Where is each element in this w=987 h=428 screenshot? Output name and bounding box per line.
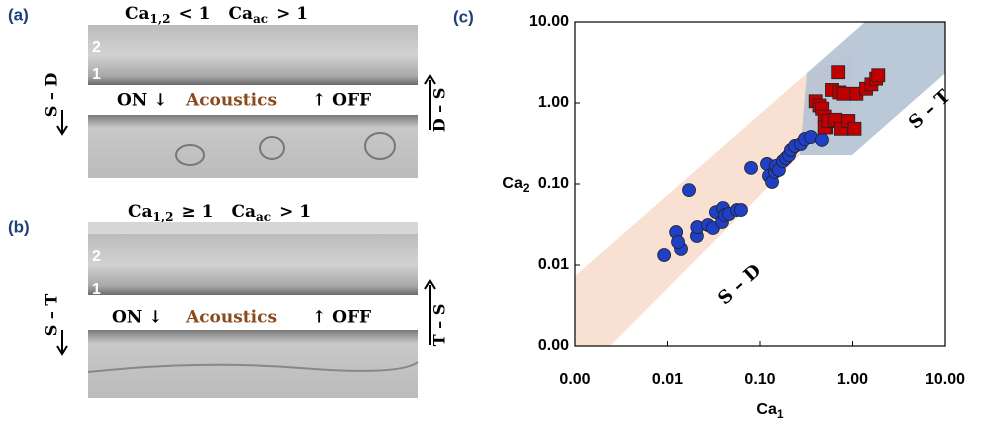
y-tick-label: 10.00: [529, 13, 569, 30]
point: [657, 248, 672, 262]
y-tick-label: 1.00: [538, 94, 569, 111]
photo: [88, 115, 418, 178]
off-label: ↑ OFF: [312, 308, 371, 328]
photo: [88, 222, 418, 234]
label-text: Ca: [756, 401, 777, 418]
panel-label: (a): [8, 5, 29, 24]
point: [836, 86, 851, 101]
x-tick-label: 1.00: [837, 371, 868, 388]
on-label: ON ↓: [112, 308, 163, 328]
point: [815, 133, 829, 147]
side-label: D – S: [430, 88, 449, 133]
droplet: [364, 132, 396, 160]
cond-sub: 1,2: [150, 12, 171, 26]
side-label: S – T: [42, 294, 61, 337]
arrow-head: [56, 345, 68, 356]
cond-text: Ca: [228, 4, 253, 24]
y-tick-label: 0.01: [538, 256, 569, 273]
cond-rel: ≥ 1: [181, 202, 213, 222]
point: [734, 203, 748, 217]
cond-text: Ca: [231, 202, 256, 222]
point: [682, 183, 696, 198]
interface: [87, 361, 419, 373]
side-label: S – D: [42, 73, 61, 118]
point: [671, 235, 685, 249]
layer-label: 2: [92, 248, 101, 265]
point: [744, 161, 758, 175]
photo: [88, 25, 418, 85]
cond-sub: 1,2: [153, 210, 174, 224]
layer-label: 1: [92, 281, 101, 298]
x-tick-label: 0.01: [652, 371, 683, 388]
acoustics-label: Acoustics: [185, 308, 277, 328]
y-tick-label: 0.10: [538, 175, 569, 192]
droplet: [259, 136, 285, 160]
cond-rel: > 1: [279, 202, 311, 222]
on-label: ON ↓: [117, 91, 168, 111]
condition: Ca1,2 < 1 Caac > 1: [125, 4, 308, 26]
point: [831, 65, 846, 80]
side-label: T – S: [430, 304, 449, 347]
cond-sub: ac: [253, 12, 268, 26]
panel-label: (c): [453, 7, 474, 26]
label-text: Ca: [502, 175, 523, 192]
layer-label: 1: [92, 66, 101, 83]
x-tick-label: 10.00: [925, 371, 965, 388]
x-axis-label: Ca1: [756, 401, 783, 421]
acoustics-label: Acoustics: [185, 91, 277, 111]
y-axis-label: Ca2: [502, 175, 529, 195]
off-label: ↑ OFF: [312, 91, 371, 111]
y-tick-label: 0.00: [538, 337, 569, 354]
cond-text: Ca: [128, 202, 153, 222]
point: [871, 68, 886, 83]
region-s-d: [575, 54, 852, 346]
cond-sub: ac: [256, 210, 271, 224]
arrow-head: [56, 125, 68, 136]
region-label: S – D: [714, 260, 765, 309]
cond-rel: > 1: [276, 4, 308, 24]
cond-rel: < 1: [178, 4, 210, 24]
point: [847, 121, 862, 136]
droplet: [175, 144, 205, 166]
cond-text: Ca: [125, 4, 150, 24]
arrow-head: [424, 279, 436, 290]
photo: [88, 330, 418, 398]
photo: [88, 234, 418, 295]
x-tick-label: 0.00: [559, 371, 590, 388]
layer-label: 2: [92, 39, 101, 56]
label-sub: 1: [777, 407, 784, 421]
condition: Ca1,2 ≥ 1 Caac > 1: [128, 202, 311, 224]
arrow-head: [424, 74, 436, 85]
label-sub: 2: [523, 181, 530, 195]
panel-label: (b): [8, 217, 30, 236]
x-tick-label: 0.10: [744, 371, 775, 388]
